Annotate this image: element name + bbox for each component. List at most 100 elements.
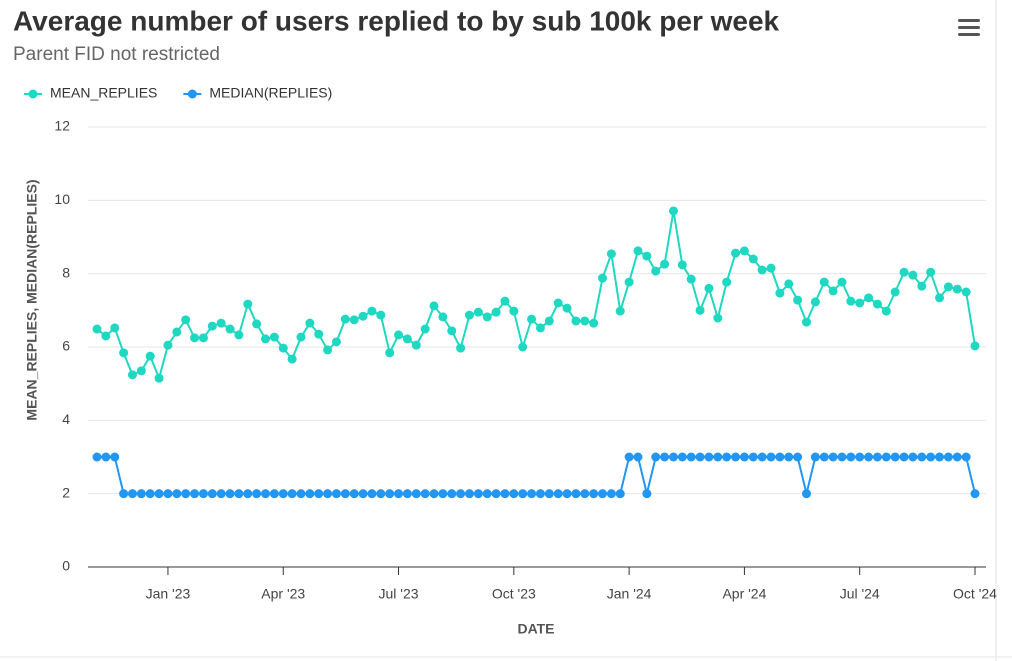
data-point <box>402 334 412 344</box>
menu-bar[interactable] <box>958 26 980 29</box>
data-point <box>447 489 457 499</box>
y-tick-label: 0 <box>62 558 70 574</box>
x-tick-label: Oct '23 <box>492 586 536 602</box>
data-point <box>562 303 572 313</box>
data-point <box>482 489 492 499</box>
data-point <box>606 249 616 259</box>
data-point <box>580 489 590 499</box>
data-point <box>172 489 182 499</box>
data-point <box>314 329 324 339</box>
data-point <box>101 331 111 341</box>
data-point <box>722 452 732 462</box>
data-point <box>376 489 386 499</box>
data-point <box>881 306 891 316</box>
data-point <box>731 452 741 462</box>
data-point <box>686 452 696 462</box>
legend-marker <box>187 89 197 99</box>
x-tick-label: Apr '24 <box>722 586 766 602</box>
data-point <box>677 260 687 270</box>
data-point <box>278 343 288 353</box>
legend-label: MEAN_REPLIES <box>50 85 157 101</box>
x-tick-label: Jan '23 <box>146 586 191 602</box>
data-point <box>810 297 820 307</box>
data-point <box>287 489 297 499</box>
x-tick-label: Jan '24 <box>607 586 652 602</box>
menu-bar[interactable] <box>958 33 980 36</box>
data-point <box>154 489 164 499</box>
x-tick-label: Apr '23 <box>261 586 305 602</box>
data-point <box>695 305 705 315</box>
data-point <box>713 313 723 323</box>
data-point <box>571 489 581 499</box>
data-point <box>429 301 439 311</box>
data-point <box>491 307 501 317</box>
data-point <box>766 452 776 462</box>
data-point <box>145 489 155 499</box>
menu-button[interactable] <box>958 19 980 36</box>
data-point <box>136 366 146 376</box>
data-point <box>615 306 625 316</box>
data-point <box>473 307 483 317</box>
data-point <box>739 452 749 462</box>
data-point <box>509 489 519 499</box>
data-point <box>846 452 856 462</box>
data-point <box>855 452 865 462</box>
data-point <box>713 452 723 462</box>
data-point <box>668 452 678 462</box>
data-point <box>305 318 315 328</box>
data-point <box>127 370 137 380</box>
data-point <box>376 310 386 320</box>
data-point <box>394 489 404 499</box>
data-point <box>500 296 510 306</box>
data-point <box>881 452 891 462</box>
data-point <box>961 287 971 297</box>
data-point <box>216 489 226 499</box>
data-point <box>438 312 448 322</box>
data-point <box>207 321 217 331</box>
data-point <box>580 316 590 326</box>
data-point <box>252 489 262 499</box>
data-point <box>305 489 315 499</box>
data-point <box>846 296 856 306</box>
data-point <box>473 489 483 499</box>
data-point <box>456 489 466 499</box>
data-point <box>509 306 519 316</box>
data-point <box>119 348 129 358</box>
legend-marker <box>28 89 38 99</box>
data-point <box>908 452 918 462</box>
menu-bar[interactable] <box>958 19 980 22</box>
data-point <box>367 306 377 316</box>
data-point <box>943 282 953 292</box>
data-point <box>828 452 838 462</box>
data-point <box>225 489 235 499</box>
data-point <box>899 452 909 462</box>
data-point <box>793 452 803 462</box>
data-point <box>677 452 687 462</box>
data-point <box>970 341 980 351</box>
data-point <box>624 277 634 287</box>
data-point <box>252 319 262 329</box>
data-point <box>970 489 980 499</box>
data-point <box>801 489 811 499</box>
data-point <box>92 452 102 462</box>
data-point <box>243 489 253 499</box>
data-point <box>261 489 271 499</box>
data-point <box>163 340 173 350</box>
data-point <box>784 452 794 462</box>
data-point <box>642 251 652 261</box>
data-point <box>314 489 324 499</box>
data-point <box>926 267 936 277</box>
data-point <box>766 263 776 273</box>
data-point <box>562 489 572 499</box>
data-point <box>748 452 758 462</box>
data-point <box>278 489 288 499</box>
data-point <box>553 298 563 308</box>
data-point <box>704 283 714 293</box>
data-point <box>801 317 811 327</box>
data-point <box>731 248 741 258</box>
data-point <box>872 452 882 462</box>
data-point <box>935 293 945 303</box>
data-point <box>775 288 785 298</box>
data-point <box>225 324 235 334</box>
